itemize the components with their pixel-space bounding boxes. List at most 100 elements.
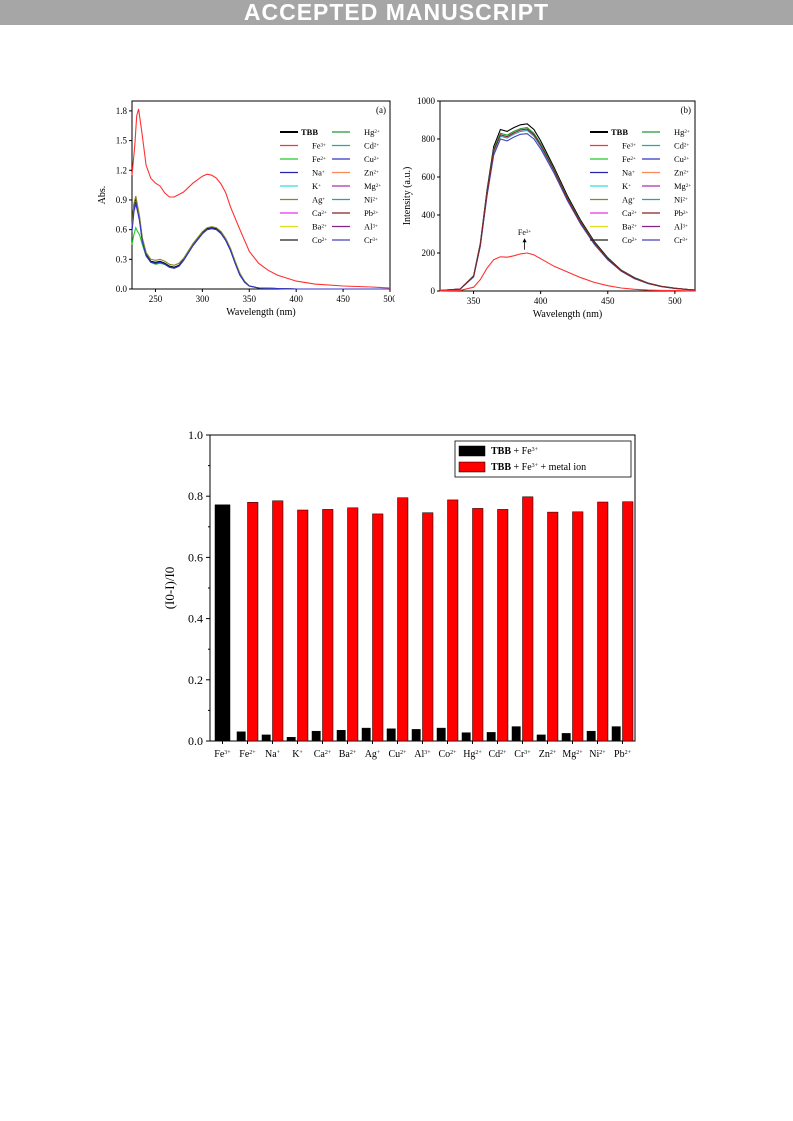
x-tick-label: Zn2+: [539, 749, 557, 760]
x-tick-label: 450: [601, 296, 615, 306]
x-tick-label: Ag+: [365, 749, 381, 760]
legend-entry: Mg2+: [674, 181, 691, 191]
bar: [272, 500, 284, 742]
x-tick-label: Fe3+: [214, 749, 231, 760]
legend-entry: Ag+: [622, 195, 635, 205]
series-line-Hg2plus: [439, 127, 696, 292]
series-line-Cu2plus: [131, 203, 390, 290]
x-tick-label: Hg2+: [463, 749, 482, 760]
bar: [336, 730, 346, 742]
y-axis-label: (I0-I)/I0: [162, 567, 177, 610]
x-tick-label: Cu2+: [388, 749, 407, 760]
x-tick-label: K+: [292, 749, 303, 760]
y-tick-label: 600: [422, 172, 436, 182]
x-tick-label: Cd2+: [488, 749, 507, 760]
legend-entry: Zn2+: [674, 168, 689, 178]
x-tick-label: Pb2+: [614, 749, 632, 760]
bar: [461, 732, 471, 742]
legend-entry: Cd2+: [674, 141, 689, 151]
y-axis-label: Intensity (a.u.): [402, 167, 413, 226]
bar: [386, 728, 396, 742]
annotation-label: Fe3+: [518, 228, 532, 237]
legend-entry: Na+: [312, 168, 325, 178]
bar: [472, 508, 484, 742]
bar: [597, 501, 609, 742]
bar: [511, 726, 521, 742]
legend-entry: Co2+: [312, 235, 327, 245]
y-tick-label: 0.9: [116, 195, 128, 205]
bar: [622, 501, 634, 742]
series-line-Naplus: [131, 201, 390, 290]
series-line-TBB: [131, 197, 390, 290]
y-tick-label: 1.0: [188, 428, 203, 442]
y-tick-label: 1.2: [116, 165, 127, 175]
legend-entry: Hg2+: [364, 127, 380, 137]
legend-entry: Ag+: [312, 195, 325, 205]
legend-entry: Co2+: [622, 235, 637, 245]
y-tick-label: 0.3: [116, 254, 128, 264]
y-tick-label: 200: [422, 248, 436, 258]
x-tick-label: 400: [289, 294, 303, 304]
legend-entry: Fe3+: [312, 141, 326, 151]
legend-entry: TBB: [611, 127, 628, 137]
x-tick-label: Ni2+: [589, 749, 606, 760]
bar: [286, 737, 296, 742]
x-tick-label: 250: [149, 294, 163, 304]
bar: [411, 729, 421, 742]
bar: [436, 727, 446, 742]
x-tick-label: Fe2+: [239, 749, 256, 760]
y-tick-label: 1000: [417, 96, 436, 106]
panel-label: (a): [376, 105, 386, 115]
y-tick-label: 0.0: [188, 734, 203, 748]
legend-entry: Ba2+: [312, 222, 327, 232]
legend-entry: Al3+: [364, 222, 378, 232]
panel-label: (b): [681, 105, 692, 115]
x-tick-label: Mg2+: [562, 749, 583, 760]
x-tick-label: 300: [196, 294, 210, 304]
legend-entry: Cd2+: [364, 141, 379, 151]
series-line-Fe3plus: [439, 252, 695, 292]
bar: [447, 499, 459, 742]
bar: [347, 507, 359, 742]
y-tick-label: 0.2: [188, 673, 203, 687]
legend-entry: Cr3+: [674, 235, 688, 245]
legend-entry: Pb2+: [674, 208, 688, 218]
x-tick-label: Co2+: [438, 749, 457, 760]
legend-entry: TBB + Fe3+: [491, 446, 539, 457]
bar: [572, 511, 584, 742]
plot-frame: [439, 100, 696, 292]
x-tick-label: Cr3+: [514, 749, 531, 760]
y-tick-label: 0.6: [116, 225, 128, 235]
series-line-Cr3plus: [439, 133, 696, 292]
legend-entry: Ni2+: [674, 195, 688, 205]
bar: [561, 733, 571, 742]
x-tick-label: 350: [243, 294, 257, 304]
y-tick-label: 800: [422, 134, 436, 144]
x-axis-label: Wavelength (nm): [533, 309, 602, 320]
legend-entry: Mg2+: [364, 181, 381, 191]
series-line-Agplus: [131, 195, 390, 290]
legend-entry: Cr3+: [364, 235, 378, 245]
y-tick-label: 0: [431, 286, 436, 296]
chart-b-fluorescence: 350 400 450 500 0 200 400 600 800 1000 Wavelength …: [402, 96, 696, 320]
x-tick-label: 500: [668, 296, 682, 306]
x-axis-label: Wavelength (nm): [226, 307, 295, 318]
legend-entry: Fe3+: [622, 141, 636, 151]
legend-entry: TBB: [301, 127, 318, 137]
y-tick-label: 400: [422, 210, 436, 220]
annotation-arrowhead: [522, 238, 527, 243]
x-tick-label: Ba2+: [339, 749, 357, 760]
chart-c-bar-chart: Fe3+ Fe2+ Na+ K+ Ca2+ Ba2+ Ag+ Cu2+ Al3+ Co2+ Hg2+…: [162, 428, 636, 760]
bar: [486, 732, 496, 742]
bar: [214, 504, 231, 742]
bar: [547, 511, 559, 742]
plot-frame: [131, 100, 391, 290]
bar: [372, 513, 384, 742]
legend-entry: Ca2+: [312, 208, 327, 218]
x-tick-label: 450: [336, 294, 350, 304]
x-tick-label: Na+: [265, 749, 281, 760]
bar: [497, 509, 509, 742]
legend-swatch: [458, 461, 486, 473]
y-tick-label: 0.6: [188, 550, 203, 564]
legend-entry: TBB + Fe3+ + metal ion: [491, 462, 586, 473]
